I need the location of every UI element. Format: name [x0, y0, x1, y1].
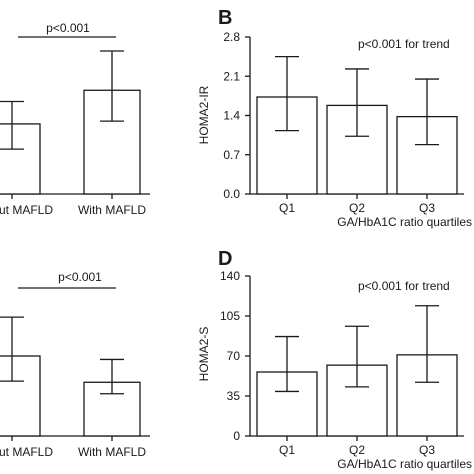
panel-a: p<0.001 without MAFLD With MAFLD	[0, 21, 150, 217]
panel-b-y-tick-label: 1.4	[223, 109, 240, 123]
panel-d-category-label: Q1	[279, 443, 295, 457]
panel-d-x-axis-label: GA/HbA1C ratio quartiles	[337, 457, 472, 471]
panel-d-y-tick-label: 105	[220, 309, 240, 323]
panel-b-category-label: Q3	[419, 201, 435, 215]
panel-b-y-tick-label: 0.7	[223, 148, 240, 162]
panel-c-marks	[0, 316, 141, 437]
panel-a-marks	[0, 50, 141, 195]
panel-b-y-tick-label: 2.8	[223, 30, 240, 44]
panel-b-category-label: Q1	[279, 201, 295, 215]
panel-a-x-ticks	[11, 194, 113, 199]
panel-d-y-tick-label: 140	[220, 269, 240, 283]
panel-c-x-ticks	[11, 436, 113, 441]
panel-b-y-axis-label: HOMA2-IR	[197, 85, 211, 144]
panel-c-category-label: With MAFLD	[78, 445, 146, 459]
panel-a-category-label: With MAFLD	[78, 203, 146, 217]
panel-b-category-label: Q2	[349, 201, 365, 215]
panel-d-category-label: Q2	[349, 443, 365, 457]
panel-d-marks	[256, 305, 458, 437]
panel-d-y-tick-label: 0	[233, 429, 240, 443]
panel-d-y-ticks	[245, 275, 250, 437]
panel-d-x-ticks	[286, 436, 428, 441]
panel-d-letter: D	[218, 248, 232, 270]
panel-a-p-value: p<0.001	[46, 21, 90, 35]
panel-b: B HOMA2-IR 0.0 0.7 1.4 2.1 2.8 p<0.001 f…	[197, 7, 472, 229]
panel-c-p-value: p<0.001	[58, 270, 102, 284]
panel-d: D HOMA2-S 0 35 70 105 140 p<0.001 for tr…	[197, 248, 472, 471]
panel-a-significance: p<0.001	[18, 21, 116, 38]
panel-d-category-label: Q3	[419, 443, 435, 457]
panel-c: p<0.001 without MAFLD With MAFLD	[0, 270, 150, 459]
panel-b-letter: B	[218, 7, 232, 29]
panel-c-significance: p<0.001	[18, 270, 116, 289]
panel-b-y-tick-label: 0.0	[223, 187, 240, 201]
panel-d-y-axis-label: HOMA2-S	[197, 327, 211, 382]
panel-b-x-ticks	[286, 194, 428, 199]
panel-d-y-tick-label: 70	[227, 349, 241, 363]
panel-d-y-tick-label: 35	[227, 389, 241, 403]
panel-b-marks	[256, 55, 458, 195]
panel-c-category-label: without MAFLD	[0, 445, 53, 459]
panel-c-bar	[0, 355, 41, 437]
panel-a-bar	[0, 123, 41, 195]
panel-d-trend-annotation: p<0.001 for trend	[358, 279, 450, 293]
panel-b-y-tick-label: 2.1	[223, 69, 240, 83]
panel-b-x-axis-label: GA/HbA1C ratio quartiles	[337, 215, 472, 229]
panel-b-y-ticks	[245, 36, 250, 195]
panel-a-category-label: without MAFLD	[0, 203, 53, 217]
panel-b-trend-annotation: p<0.001 for trend	[358, 37, 450, 51]
